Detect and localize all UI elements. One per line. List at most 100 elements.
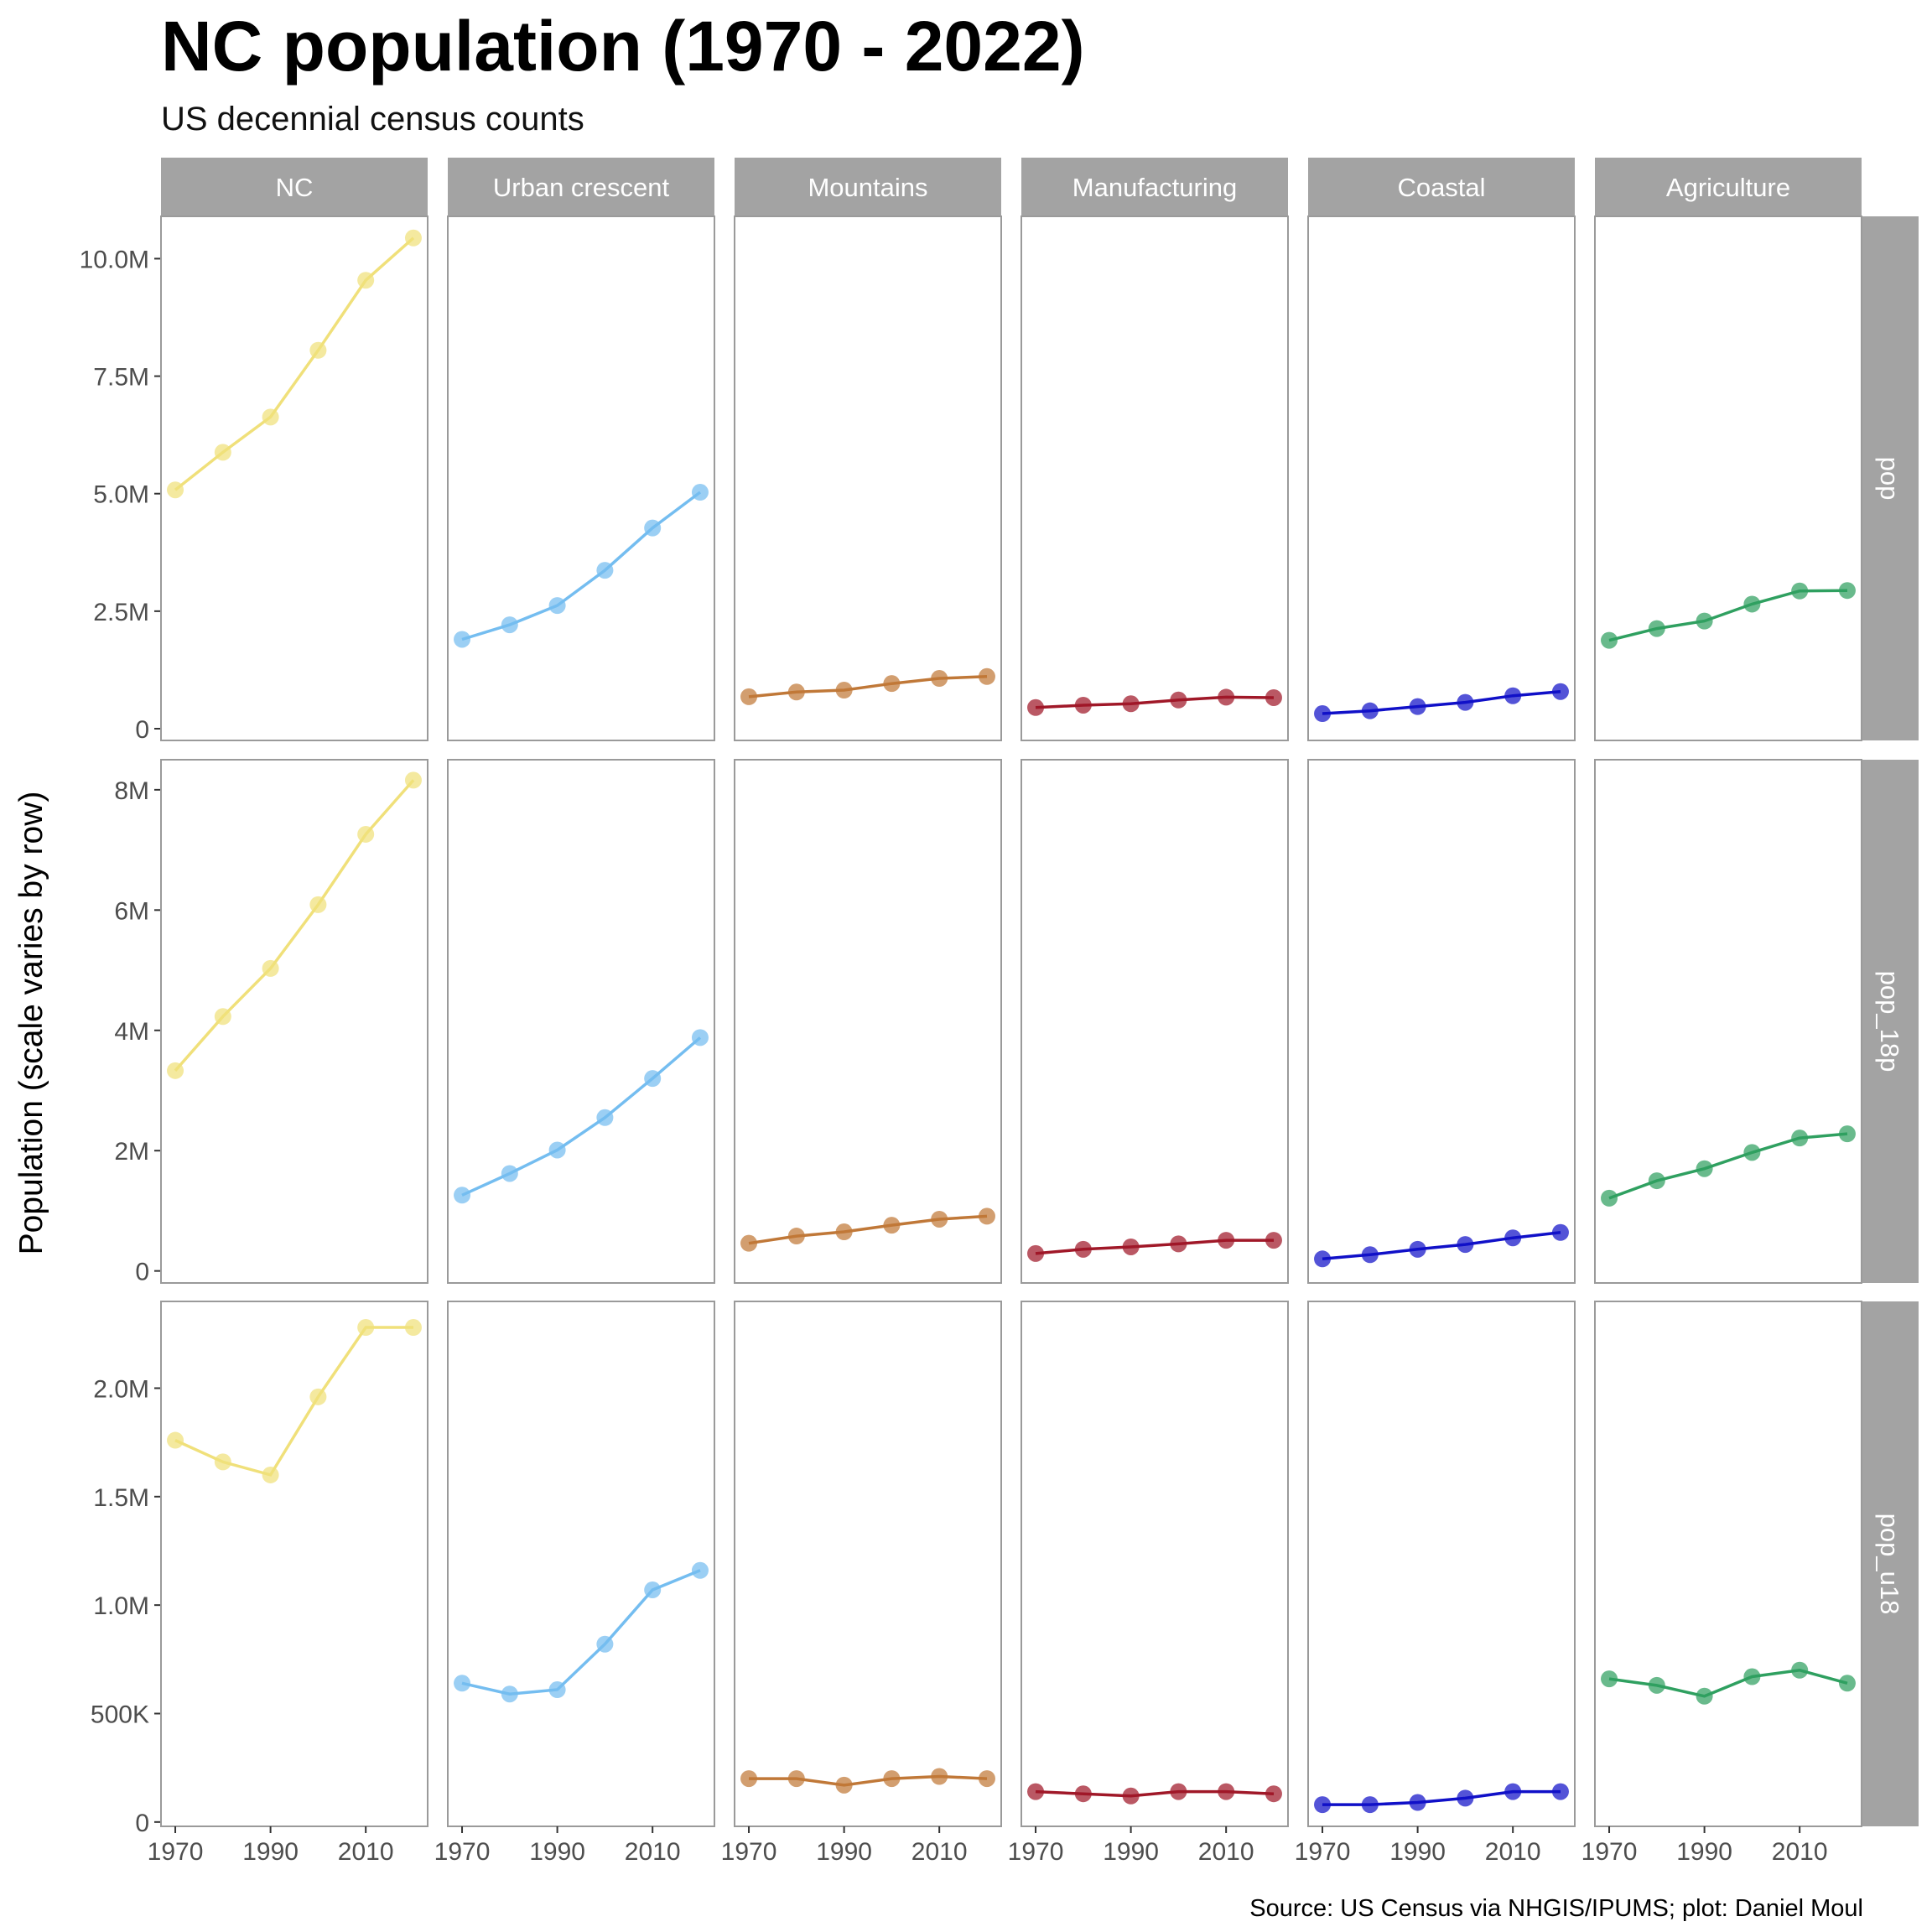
data-point[interactable]: [1601, 1670, 1618, 1688]
data-point[interactable]: [1551, 683, 1569, 700]
data-point[interactable]: [1170, 1783, 1187, 1800]
data-point[interactable]: [262, 408, 279, 426]
data-point[interactable]: [1409, 698, 1426, 715]
data-point[interactable]: [644, 1070, 662, 1088]
data-point[interactable]: [1314, 1796, 1332, 1814]
data-point[interactable]: [835, 682, 853, 699]
data-point[interactable]: [1551, 1223, 1569, 1241]
data-point[interactable]: [787, 1228, 805, 1245]
data-point[interactable]: [1791, 1130, 1809, 1147]
data-point[interactable]: [1696, 1687, 1713, 1705]
data-point[interactable]: [548, 1141, 566, 1159]
data-point[interactable]: [1074, 1785, 1092, 1803]
data-point[interactable]: [404, 771, 422, 789]
data-point[interactable]: [787, 683, 805, 701]
data-point[interactable]: [1027, 1783, 1045, 1800]
data-point[interactable]: [1265, 688, 1282, 706]
data-point[interactable]: [1696, 612, 1713, 630]
data-point[interactable]: [1457, 693, 1474, 711]
data-point[interactable]: [1743, 1144, 1761, 1161]
data-point[interactable]: [1361, 1796, 1379, 1814]
data-point[interactable]: [357, 272, 375, 289]
data-point[interactable]: [1170, 1235, 1187, 1253]
data-point[interactable]: [644, 519, 662, 537]
data-point[interactable]: [1648, 1676, 1665, 1694]
data-point[interactable]: [1170, 691, 1187, 709]
data-point[interactable]: [931, 670, 948, 688]
data-point[interactable]: [454, 631, 471, 648]
data-point[interactable]: [691, 1561, 709, 1579]
data-point[interactable]: [1074, 696, 1092, 714]
data-point[interactable]: [1457, 1789, 1474, 1807]
data-point[interactable]: [309, 896, 327, 913]
data-point[interactable]: [1504, 1229, 1522, 1247]
data-point[interactable]: [501, 616, 518, 634]
data-point[interactable]: [1838, 1125, 1856, 1143]
data-point[interactable]: [404, 229, 422, 247]
data-point[interactable]: [1361, 702, 1379, 719]
data-point[interactable]: [548, 1681, 566, 1699]
data-point[interactable]: [1743, 595, 1761, 613]
data-point[interactable]: [740, 1234, 758, 1252]
data-point[interactable]: [1265, 1232, 1282, 1249]
data-point[interactable]: [931, 1210, 948, 1228]
data-point[interactable]: [596, 1109, 614, 1126]
data-point[interactable]: [214, 1453, 231, 1471]
data-point[interactable]: [1361, 1246, 1379, 1264]
data-point[interactable]: [167, 1062, 184, 1079]
data-point[interactable]: [1838, 582, 1856, 600]
data-point[interactable]: [691, 1029, 709, 1046]
data-point[interactable]: [309, 341, 327, 359]
data-point[interactable]: [931, 1768, 948, 1785]
data-point[interactable]: [1218, 1232, 1235, 1249]
data-point[interactable]: [1122, 1238, 1140, 1255]
data-point[interactable]: [1265, 1785, 1282, 1803]
data-point[interactable]: [787, 1770, 805, 1788]
data-point[interactable]: [501, 1165, 518, 1182]
data-point[interactable]: [404, 1319, 422, 1337]
data-point[interactable]: [1648, 620, 1665, 637]
data-point[interactable]: [454, 1187, 471, 1204]
data-point[interactable]: [1601, 1189, 1618, 1207]
data-point[interactable]: [1601, 631, 1618, 649]
data-point[interactable]: [167, 1431, 184, 1449]
data-point[interactable]: [1122, 1787, 1140, 1805]
data-point[interactable]: [1409, 1240, 1426, 1258]
data-point[interactable]: [214, 444, 231, 461]
data-point[interactable]: [691, 484, 709, 501]
data-point[interactable]: [835, 1223, 853, 1241]
data-point[interactable]: [1838, 1675, 1856, 1692]
data-point[interactable]: [548, 597, 566, 615]
data-point[interactable]: [978, 1208, 995, 1225]
data-point[interactable]: [1218, 688, 1235, 706]
data-point[interactable]: [1743, 1668, 1761, 1685]
data-point[interactable]: [883, 1770, 901, 1788]
data-point[interactable]: [501, 1685, 518, 1703]
data-point[interactable]: [1314, 1250, 1332, 1268]
data-point[interactable]: [1504, 687, 1522, 704]
data-point[interactable]: [1074, 1240, 1092, 1258]
data-point[interactable]: [262, 1466, 279, 1483]
data-point[interactable]: [978, 1770, 995, 1788]
data-point[interactable]: [1551, 1783, 1569, 1800]
data-point[interactable]: [596, 562, 614, 579]
data-point[interactable]: [357, 825, 375, 843]
data-point[interactable]: [740, 688, 758, 705]
data-point[interactable]: [1314, 705, 1332, 723]
data-point[interactable]: [740, 1770, 758, 1788]
data-point[interactable]: [883, 675, 901, 693]
data-point[interactable]: [1696, 1160, 1713, 1177]
data-point[interactable]: [167, 481, 184, 499]
data-point[interactable]: [1791, 1661, 1809, 1679]
data-point[interactable]: [1409, 1794, 1426, 1811]
data-point[interactable]: [1457, 1236, 1474, 1254]
data-point[interactable]: [1791, 582, 1809, 600]
data-point[interactable]: [1218, 1783, 1235, 1800]
data-point[interactable]: [1648, 1172, 1665, 1190]
data-point[interactable]: [1122, 695, 1140, 713]
data-point[interactable]: [1027, 699, 1045, 716]
data-point[interactable]: [644, 1581, 662, 1599]
data-point[interactable]: [214, 1008, 231, 1026]
data-point[interactable]: [596, 1635, 614, 1653]
data-point[interactable]: [309, 1388, 327, 1405]
